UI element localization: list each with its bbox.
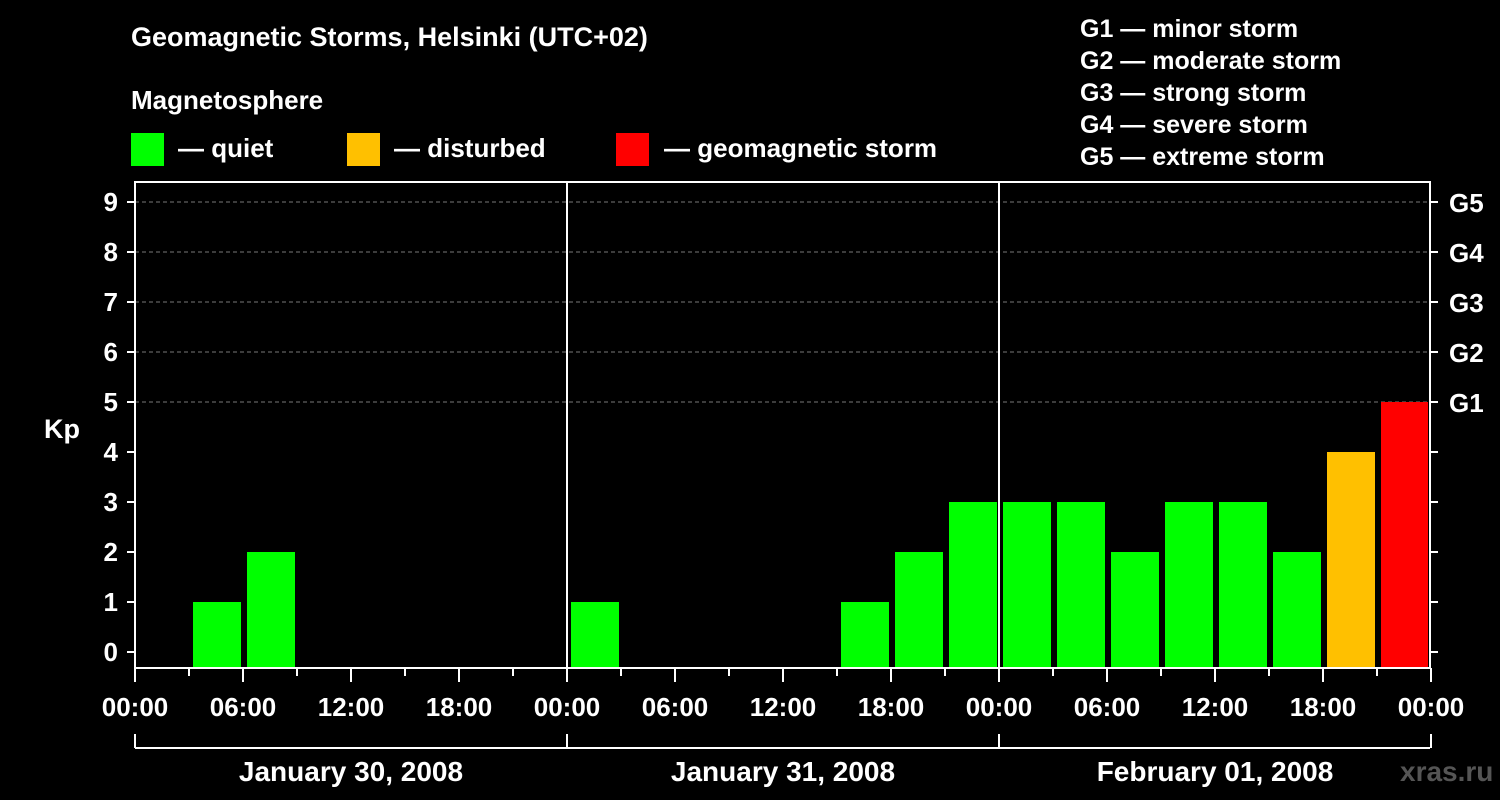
legend-swatch-quiet — [131, 133, 164, 166]
kp-bar — [1057, 502, 1105, 667]
scale-g1: G1 — minor storm — [1080, 15, 1299, 43]
x-tick-label: 06:00 — [1074, 692, 1141, 722]
kp-bar — [1327, 452, 1375, 667]
g-scale-label: G2 — [1449, 338, 1484, 368]
kp-bar — [1111, 552, 1159, 667]
y-tick-label: 3 — [104, 487, 118, 517]
x-tick-label: 00:00 — [1398, 692, 1465, 722]
kp-bar — [949, 502, 997, 667]
kp-bar — [193, 602, 241, 667]
date-label: February 01, 2008 — [1097, 756, 1334, 787]
x-tick-label: 00:00 — [102, 692, 169, 722]
y-axis-label: Kp — [44, 414, 80, 444]
y-tick-label: 7 — [104, 287, 118, 317]
scale-g5: G5 — extreme storm — [1080, 143, 1325, 171]
date-label: January 30, 2008 — [239, 756, 463, 787]
g-scale-label: G5 — [1449, 188, 1484, 218]
legend-swatch-storm — [616, 133, 649, 166]
kp-bar — [1219, 502, 1267, 667]
g-scale-label: G4 — [1449, 238, 1484, 268]
legend-swatch-disturbed — [347, 133, 380, 166]
x-tick-label: 12:00 — [750, 692, 817, 722]
y-tick-label: 9 — [104, 187, 118, 217]
kp-bar — [1381, 402, 1428, 667]
kp-bar — [571, 602, 619, 667]
scale-g4: G4 — severe storm — [1080, 111, 1308, 139]
scale-g2: G2 — moderate storm — [1080, 47, 1342, 75]
x-tick-label: 18:00 — [1290, 692, 1357, 722]
y-tick-label: 6 — [104, 337, 118, 367]
kp-bar — [247, 552, 295, 667]
scale-g3: G3 — strong storm — [1080, 79, 1307, 107]
kp-bar — [841, 602, 889, 667]
kp-bar — [1165, 502, 1213, 667]
y-tick-label: 2 — [104, 537, 118, 567]
x-tick-label: 12:00 — [318, 692, 385, 722]
legend-label-quiet: — quiet — [178, 133, 274, 163]
y-tick-label: 8 — [104, 237, 118, 267]
g-scale-label: G1 — [1449, 388, 1484, 418]
legend-label-disturbed: — disturbed — [394, 133, 546, 163]
x-tick-label: 18:00 — [426, 692, 493, 722]
chart-title: Geomagnetic Storms, Helsinki (UTC+02) — [131, 22, 648, 52]
x-tick-label: 06:00 — [210, 692, 277, 722]
x-tick-label: 06:00 — [642, 692, 709, 722]
y-tick-label: 5 — [104, 387, 118, 417]
legend-label-storm: — geomagnetic storm — [664, 133, 938, 163]
y-tick-label: 1 — [104, 587, 118, 617]
date-label: January 31, 2008 — [671, 756, 895, 787]
y-tick-label: 0 — [104, 637, 118, 667]
x-tick-label: 12:00 — [1182, 692, 1249, 722]
kp-bar — [1003, 502, 1051, 667]
x-tick-label: 18:00 — [858, 692, 925, 722]
kp-bar — [895, 552, 943, 667]
y-tick-label: 4 — [104, 437, 119, 467]
g-scale-label: G3 — [1449, 288, 1484, 318]
x-tick-label: 00:00 — [966, 692, 1033, 722]
magnetosphere-label: Magnetosphere — [131, 85, 324, 115]
kp-bar — [1273, 552, 1321, 667]
x-tick-label: 00:00 — [534, 692, 601, 722]
watermark: xras.ru — [1400, 756, 1494, 787]
